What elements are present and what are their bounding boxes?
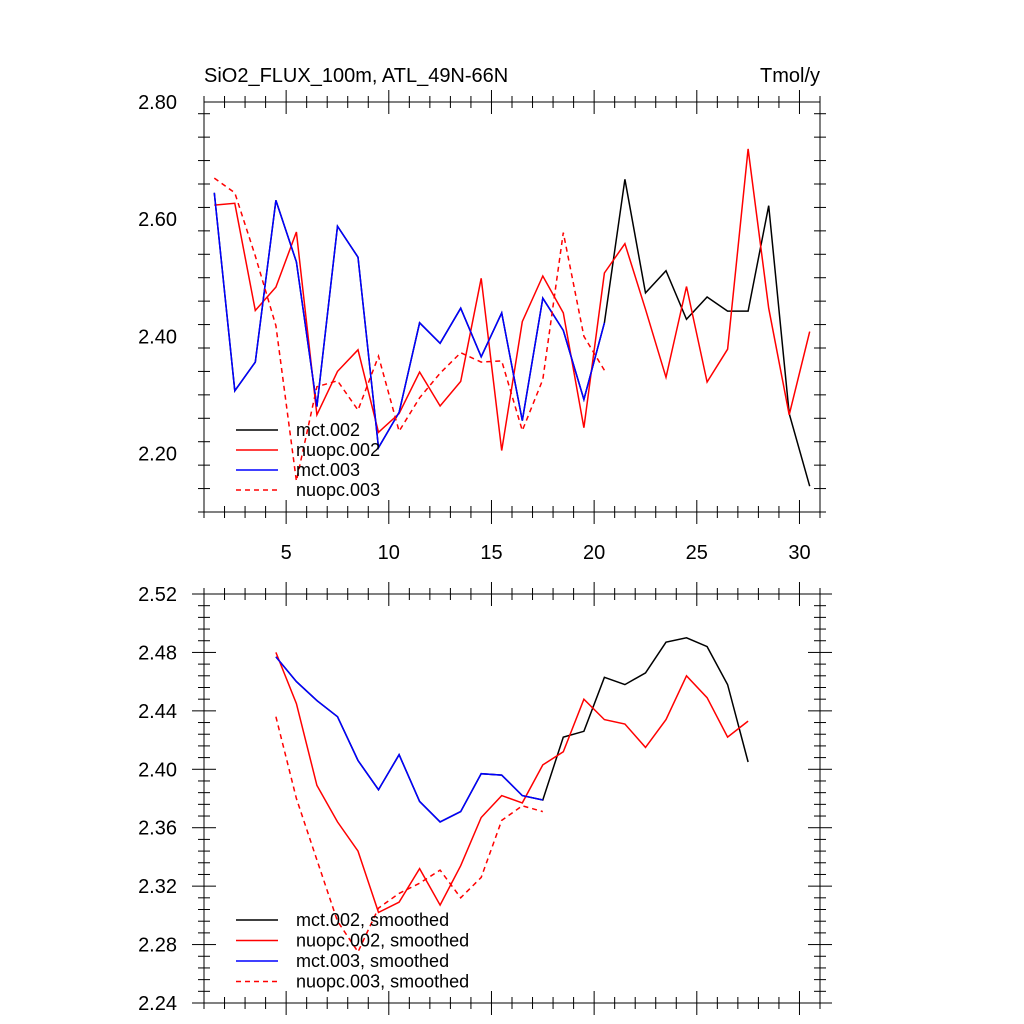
- x-axis-ticks: [203, 90, 821, 524]
- x-tick-label: 20: [583, 542, 605, 564]
- chart-panel-2: 2.24 2.28 2.32 2.36 2.40 2.44 2.48 2.52 mct.002,…: [138, 582, 832, 1015]
- y-axis-ticks: [198, 113, 826, 513]
- series-lines: [275, 637, 749, 954]
- series-line-nuopc-003-smoothed: [275, 716, 544, 954]
- series-line-nuopc-003: [213, 177, 606, 482]
- legend-label: nuopc.002, smoothed: [296, 931, 469, 951]
- y-tick-label: 2.32: [138, 876, 177, 898]
- chart-panel-1: 2.20 2.40 2.60 2.80 5 10 15 20 25 30 SiO2_FLUX_100…: [138, 65, 826, 564]
- y-tick-label: 2.48: [138, 642, 177, 664]
- y-axis-ticks: [192, 593, 832, 1004]
- series-line-mct-002-smoothed: [275, 637, 749, 823]
- legend-label: mct.003, smoothed: [296, 951, 449, 971]
- y-tick-label: 2.52: [138, 584, 177, 606]
- x-tick-label: 30: [788, 542, 810, 564]
- legend-label: mct.002, smoothed: [296, 910, 449, 930]
- x-tick-label: 10: [378, 542, 400, 564]
- y-tick-label: 2.28: [138, 935, 177, 957]
- y-tick-label: 2.40: [138, 326, 177, 348]
- series-line-nuopc-002-smoothed: [275, 652, 749, 914]
- y-tick-label: 2.60: [138, 209, 177, 231]
- x-axis-ticks: [203, 582, 821, 1015]
- chart-title: SiO2_FLUX_100m, ATL_49N-66N: [204, 65, 508, 87]
- y-tick-label: 2.24: [138, 993, 177, 1015]
- chart-units: Tmol/y: [760, 65, 820, 87]
- legend-label: nuopc.003: [296, 480, 380, 500]
- series-line-mct-003: [213, 192, 606, 450]
- y-tick-label: 2.40: [138, 759, 177, 781]
- x-tick-label: 25: [686, 542, 708, 564]
- y-tick-label: 2.36: [138, 818, 177, 840]
- y-tick-label: 2.80: [138, 92, 177, 114]
- series-line-nuopc-002: [214, 148, 811, 451]
- legend-label: nuopc.002: [296, 440, 380, 460]
- y-tick-label: 2.20: [138, 443, 177, 465]
- legend-label: mct.002: [296, 420, 360, 440]
- x-tick-label: 5: [281, 542, 292, 564]
- series-lines: [213, 148, 811, 487]
- x-tick-label: 15: [480, 542, 502, 564]
- y-tick-label: 2.44: [138, 701, 177, 723]
- legend-label: mct.003: [296, 460, 360, 480]
- legend-label: nuopc.003, smoothed: [296, 972, 469, 992]
- series-line-mct-003-smoothed: [275, 656, 543, 823]
